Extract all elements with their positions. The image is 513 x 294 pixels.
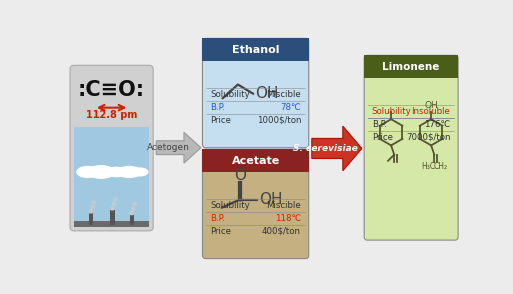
Ellipse shape [110,206,115,211]
Text: OH: OH [424,101,438,110]
Text: OH: OH [255,86,279,101]
Polygon shape [156,132,201,163]
Ellipse shape [92,200,96,205]
Text: 7000$/ton: 7000$/ton [406,133,450,142]
Ellipse shape [132,202,137,206]
Text: OH: OH [260,192,283,207]
Ellipse shape [90,205,95,209]
Text: Miscible: Miscible [266,90,301,99]
Text: Solubility: Solubility [372,107,411,116]
Text: Price: Price [210,227,231,236]
Bar [130,215,134,225]
Ellipse shape [89,209,93,214]
Text: 1000$/ton: 1000$/ton [256,116,301,125]
Bar [74,221,149,227]
Ellipse shape [131,206,135,211]
Text: S. cerevisiae: S. cerevisiae [293,144,358,153]
Text: Price: Price [372,133,393,142]
Text: 78℃: 78℃ [281,103,301,112]
Text: :C≡O:: :C≡O: [78,80,145,100]
Text: Limonene: Limonene [383,62,440,72]
Ellipse shape [130,167,149,177]
Text: H₃C: H₃C [421,162,435,171]
Text: CH₂: CH₂ [434,162,448,171]
Ellipse shape [106,167,127,177]
Ellipse shape [113,197,118,202]
Text: Solubility: Solubility [210,90,250,99]
Text: 176℃: 176℃ [424,120,450,129]
FancyBboxPatch shape [364,55,458,240]
Ellipse shape [112,202,116,206]
Ellipse shape [129,211,134,216]
Text: Miscible: Miscible [266,201,301,210]
Ellipse shape [117,166,142,178]
Bar [74,127,149,227]
FancyBboxPatch shape [203,149,309,259]
Bar [203,38,309,61]
FancyBboxPatch shape [203,38,309,148]
Bar [203,149,309,172]
Bar [364,55,458,78]
FancyBboxPatch shape [70,65,153,231]
Text: 400$/ton: 400$/ton [262,227,301,236]
Text: Solubility: Solubility [210,201,250,210]
Polygon shape [312,126,362,171]
Ellipse shape [76,166,100,178]
Bar [89,213,93,225]
Text: 118℃: 118℃ [275,214,301,223]
Text: Acetogen: Acetogen [147,143,190,152]
Ellipse shape [86,165,115,179]
Text: 112.8 pm: 112.8 pm [86,110,137,120]
Text: Acetate: Acetate [231,156,280,166]
Text: B.P.: B.P. [210,214,225,223]
Text: B.P.: B.P. [372,120,387,129]
Text: O: O [234,168,246,183]
Text: Price: Price [210,116,231,125]
Text: Insoluble: Insoluble [411,107,450,116]
Text: Ethanol: Ethanol [232,45,280,55]
Bar [110,210,115,225]
Text: B.P.: B.P. [210,103,225,112]
